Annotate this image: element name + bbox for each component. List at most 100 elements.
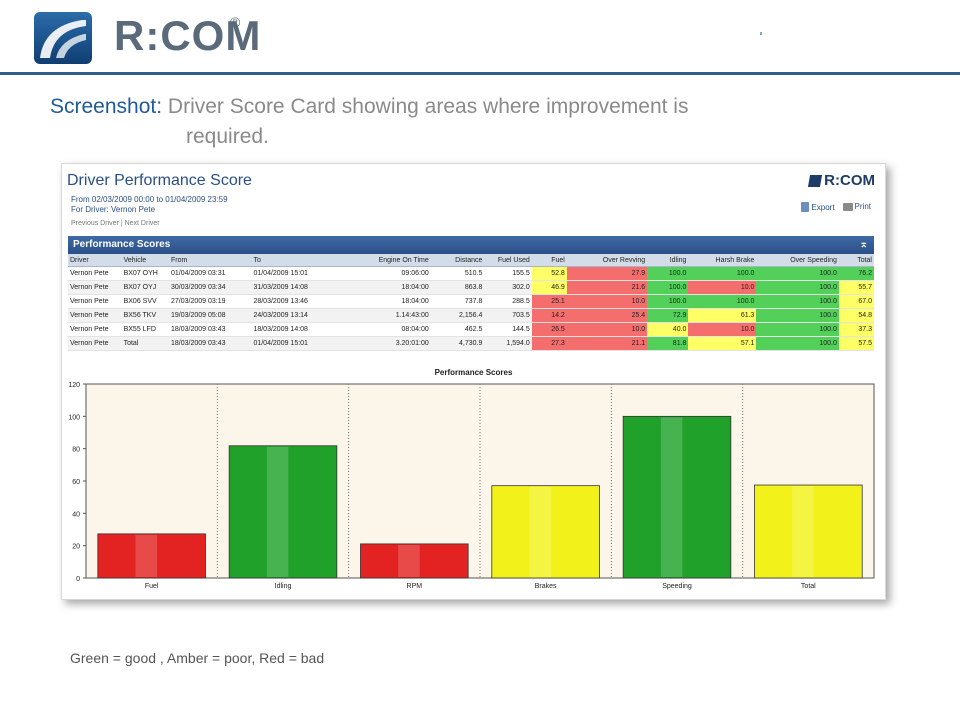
report-logo-text: R:COM [824,172,875,189]
table-cell: 462.5 [430,322,485,337]
table-cell: 01/04/2009 15:01 [251,336,357,351]
column-header[interactable]: Driver [68,254,122,267]
table-cell: 100.0 [647,266,689,281]
table-cell: 18:04:00 [356,280,431,295]
table-cell: 67.0 [838,294,874,309]
plot-area [85,383,875,579]
table-row[interactable]: Vernon Pete BX06 SVV 27/03/2009 03:19 28/03… [68,294,874,309]
y-tick-label: 20 [72,544,80,551]
table-cell: 100.0 [647,294,689,309]
column-header[interactable]: To [251,254,357,267]
table-cell: Vernon Pete [68,266,122,281]
column-header[interactable]: Over Speeding [756,254,839,267]
column-header[interactable]: Fuel Used [484,254,532,267]
column-header[interactable]: Idling [647,254,689,267]
decorative-dot [760,32,762,35]
report-title: Driver Performance Score [67,172,252,189]
table-cell: Vernon Pete [68,308,122,323]
table-cell: 40.0 [647,322,689,337]
bar-rpm [360,543,469,579]
report-tools: Export Print [801,202,871,212]
x-tick-label: Idling [275,583,292,590]
y-tick-label: 80 [72,447,80,454]
table-cell: 57.1 [688,336,757,351]
column-header[interactable]: Total [838,254,874,267]
column-header[interactable]: Harsh Brake [688,254,757,267]
next-driver-link[interactable]: Next Driver [124,220,160,227]
table-cell: 19/03/2009 05:08 [169,308,252,323]
header-divider [0,72,960,75]
table-cell: BX07 OYH [121,266,169,281]
column-header[interactable]: Engine On Time [356,254,431,267]
table-cell: 100.0 [756,294,839,309]
table-cell: BX06 SVV [121,294,169,309]
table-cell: BX07 OYJ [121,280,169,295]
table-cell: 55.7 [838,280,874,295]
caption-line-1: Driver Score Card showing areas where im… [167,95,689,118]
scores-table: Driver Vehicle From To Engine On Time Distanc… [68,254,874,351]
table-cell: 54.8 [838,308,874,323]
table-cell: 155.5 [484,266,532,281]
table-cell: 18/03/2009 03:43 [169,322,252,337]
table-cell: 27.3 [531,336,567,351]
export-label: Export [811,203,835,212]
slide-caption: Screenshot: Driver Score Card showing ar… [50,92,810,152]
y-tick-label: 120 [68,382,80,389]
column-header[interactable]: Over Revving [566,254,648,267]
table-cell: 57.5 [838,336,874,351]
table-cell: Vernon Pete [68,280,122,295]
performance-panel: Performance Scores ⌅ Driver Vehicle From To… [68,236,874,354]
column-header[interactable]: From [169,254,252,267]
table-row[interactable]: Vernon Pete BX56 TKV 19/03/2009 05:08 24/03… [68,308,874,323]
color-legend-note: Green = good , Amber = poor, Red = bad [70,650,325,666]
table-cell: 24/03/2009 13:14 [251,308,357,323]
collapse-icon[interactable]: ⌅ [859,239,868,250]
table-row[interactable]: Vernon Pete BX55 LFD 18/03/2009 03:43 18/03… [68,322,874,337]
previous-driver-link[interactable]: Previous Driver [71,220,119,227]
table-row[interactable]: Vernon Pete BX07 OYJ 30/03/2009 03:34 31/03… [68,280,874,295]
bar-highlight [660,417,683,577]
panel-header: Performance Scores ⌅ [68,236,874,254]
y-tick-label: 0 [76,576,80,583]
column-header[interactable]: Distance [430,254,485,267]
report-meta: From 02/03/2009 00:00 to 01/04/2009 23:5… [71,195,228,215]
table-row[interactable]: Vernon Pete Total 18/03/2009 03:43 01/04/20… [68,336,874,351]
table-cell: 25.4 [566,308,648,323]
performance-chart: Performance Scores 0 20 40 60 80 100 120 Fuel Id… [62,364,885,599]
chart-svg: 0 20 40 60 80 100 120 Fuel Idling RPM Brakes Speedi… [68,382,875,590]
table-cell: 703.5 [484,308,532,323]
table-cell: 288.5 [484,294,532,309]
table-cell: 26.5 [531,322,567,337]
table-row[interactable]: Vernon Pete BX07 OYH 01/04/2009 03:31 01/04… [68,266,874,281]
bar-total [754,484,863,579]
table-cell: 61.3 [688,308,757,323]
table-cell: 01/04/2009 03:31 [169,266,252,281]
x-tick-label: Speeding [662,583,692,590]
table-cell: 30/03/2009 03:34 [169,280,252,295]
table-cell: 144.5 [484,322,532,337]
table-cell: 1.14:43:00 [356,308,431,323]
bar-highlight [398,544,420,577]
table-cell: 2,156.4 [430,308,485,323]
table-cell: 72.9 [647,308,689,323]
bar-highlight [529,486,552,577]
driver-name: For Driver: Vernon Pete [71,205,156,214]
export-button[interactable]: Export [801,202,835,212]
table-body: Vernon Pete BX07 OYH 01/04/2009 03:31 01/04… [68,266,874,351]
table-cell: 10.0 [688,280,757,295]
table-cell: 37.3 [838,322,874,337]
y-tick-label: 40 [72,511,80,518]
print-button[interactable]: Print [842,202,871,212]
column-header[interactable]: Vehicle [121,254,169,267]
table-cell: 52.8 [531,266,567,281]
column-header[interactable]: Fuel [531,254,567,267]
x-tick-label: Total [801,583,816,590]
table-cell: 21.1 [566,336,648,351]
bar-speeding [622,415,732,579]
print-label: Print [854,202,871,211]
x-tick-label: RPM [407,583,423,590]
table-cell: 14.2 [531,308,567,323]
table-cell: Vernon Pete [68,336,122,351]
table-cell: 510.5 [430,266,485,281]
table-cell: 100.0 [688,266,757,281]
